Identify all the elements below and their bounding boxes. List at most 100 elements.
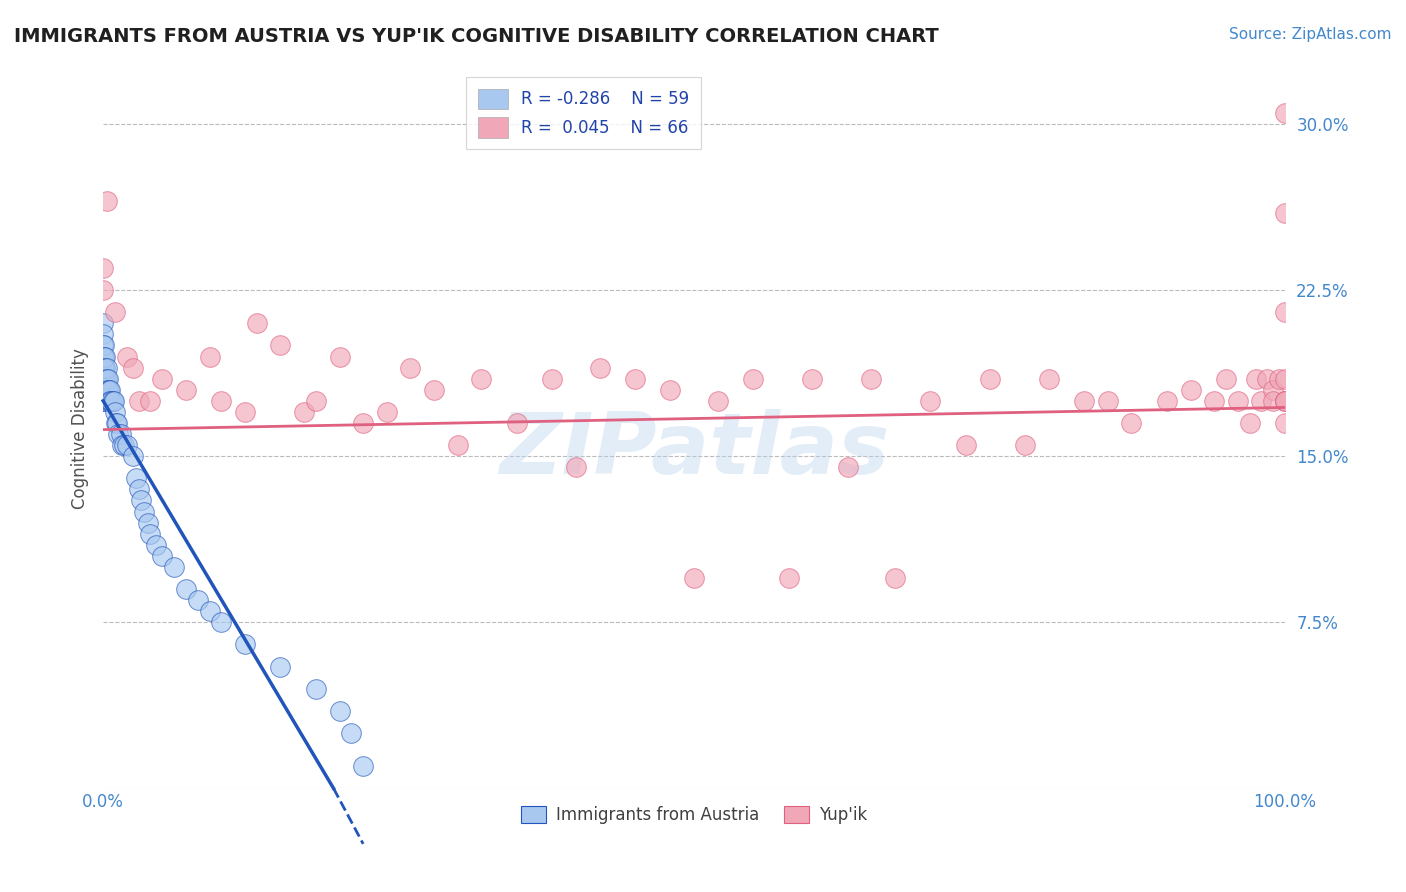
Point [91,260,114,275]
Point [96,194,118,209]
Point [121,449,143,463]
Point [340,726,363,740]
Point [111,438,134,452]
Point [955,438,977,452]
Point [1097,393,1119,408]
Point [125,471,148,485]
Point [198,350,221,364]
Point [860,372,883,386]
Point [103,393,125,408]
Point [328,704,350,718]
Point [1121,416,1143,430]
Point [187,593,209,607]
Point [115,350,138,364]
Point [96,360,118,375]
Point [659,383,682,397]
Point [94,383,117,397]
Point [1274,393,1296,408]
Point [96,372,118,386]
Point [979,372,1001,386]
Point [624,372,647,386]
Point [98,383,121,397]
Point [328,350,350,364]
Point [93,372,115,386]
Point [470,372,492,386]
Point [233,638,256,652]
Point [375,405,398,419]
Point [233,405,256,419]
Point [97,372,120,386]
Point [163,560,186,574]
Point [93,338,115,352]
Point [209,393,232,408]
Point [128,483,150,497]
Point [1156,393,1178,408]
Point [1014,438,1036,452]
Point [91,383,114,397]
Point [93,383,115,397]
Point [93,350,115,364]
Point [150,549,173,563]
Point [98,393,121,408]
Point [292,405,315,419]
Point [93,393,115,408]
Point [1180,383,1202,397]
Point [742,372,765,386]
Point [94,372,117,386]
Point [91,350,114,364]
Point [209,615,232,630]
Point [884,571,907,585]
Point [110,427,132,442]
Point [128,393,150,408]
Point [837,460,859,475]
Point [1244,372,1267,386]
Point [101,393,124,408]
Point [198,604,221,618]
Point [541,372,564,386]
Y-axis label: Cognitive Disability: Cognitive Disability [72,348,89,509]
Point [91,338,114,352]
Point [1263,383,1285,397]
Point [96,383,118,397]
Point [105,416,128,430]
Point [129,493,152,508]
Point [145,538,167,552]
Point [801,372,824,386]
Point [1256,372,1278,386]
Point [91,360,114,375]
Point [105,416,128,430]
Point [104,405,127,419]
Point [778,571,800,585]
Point [98,393,121,408]
Point [246,316,269,330]
Point [423,383,446,397]
Point [136,516,159,530]
Point [174,582,197,596]
Point [1038,372,1060,386]
Point [104,305,127,319]
Point [1215,372,1237,386]
Point [1268,372,1291,386]
Text: Source: ZipAtlas.com: Source: ZipAtlas.com [1229,27,1392,42]
Point [269,659,291,673]
Point [1274,372,1296,386]
Point [447,438,470,452]
Point [91,327,114,342]
Point [97,383,120,397]
Point [94,350,117,364]
Point [588,360,610,375]
Point [94,393,117,408]
Point [565,460,588,475]
Point [115,438,138,452]
Point [1226,393,1249,408]
Point [352,759,374,773]
Point [1263,393,1285,408]
Point [100,393,122,408]
Legend: R = -0.286    N = 59, R =  0.045    N = 66: R = -0.286 N = 59, R = 0.045 N = 66 [465,77,700,149]
Point [134,505,156,519]
Point [305,393,328,408]
Point [706,393,728,408]
Point [1274,393,1296,408]
Point [107,427,129,442]
Text: IMMIGRANTS FROM AUSTRIA VS YUP'IK COGNITIVE DISABILITY CORRELATION CHART: IMMIGRANTS FROM AUSTRIA VS YUP'IK COGNIT… [14,27,939,45]
